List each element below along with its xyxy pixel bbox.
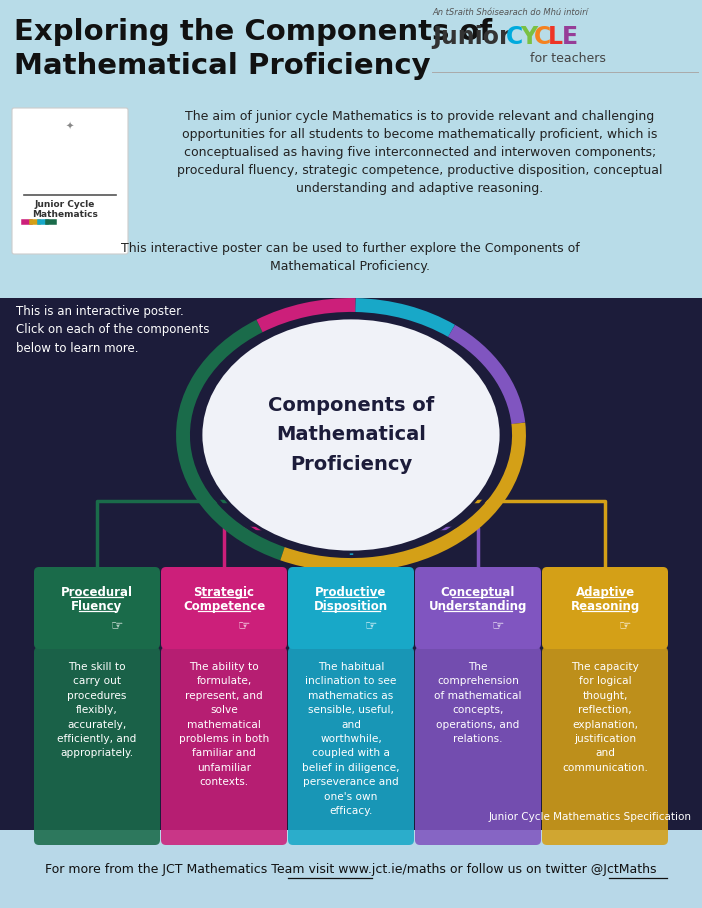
Text: Strategic: Strategic bbox=[194, 586, 255, 599]
Text: Exploring the Components of
Mathematical Proficiency: Exploring the Components of Mathematical… bbox=[14, 18, 492, 80]
Text: The capacity
for logical
thought,
reflection,
explanation,
justification
and
com: The capacity for logical thought, reflec… bbox=[562, 662, 648, 773]
FancyBboxPatch shape bbox=[161, 647, 287, 845]
Text: ☞: ☞ bbox=[238, 618, 250, 632]
Text: The
comprehension
of mathematical
concepts,
operations, and
relations.: The comprehension of mathematical concep… bbox=[435, 662, 522, 744]
Ellipse shape bbox=[201, 318, 501, 552]
FancyBboxPatch shape bbox=[542, 567, 668, 649]
Text: ☞: ☞ bbox=[111, 618, 124, 632]
Text: For more from the JCT Mathematics Team visit www.jct.ie/maths or follow us on tw: For more from the JCT Mathematics Team v… bbox=[45, 863, 657, 875]
FancyBboxPatch shape bbox=[415, 567, 541, 649]
FancyBboxPatch shape bbox=[288, 567, 414, 649]
Text: L: L bbox=[548, 25, 563, 49]
Text: Procedural: Procedural bbox=[61, 586, 133, 599]
Text: The skill to
carry out
procedures
flexibly,
accurately,
efficiently, and
appropr: The skill to carry out procedures flexib… bbox=[58, 662, 137, 758]
Text: Components of
Mathematical
Proficiency: Components of Mathematical Proficiency bbox=[268, 396, 434, 474]
Text: ☞: ☞ bbox=[491, 618, 504, 632]
Text: Junior Cycle
Mathematics: Junior Cycle Mathematics bbox=[32, 200, 98, 220]
Text: C: C bbox=[534, 25, 551, 49]
Text: The habitual
inclination to see
mathematics as
sensible, useful,
and
worthwhile,: The habitual inclination to see mathemat… bbox=[303, 662, 399, 816]
FancyBboxPatch shape bbox=[0, 830, 702, 908]
Text: An tSraith Shóisearach do Mhú intoirí: An tSraith Shóisearach do Mhú intoirí bbox=[432, 8, 588, 17]
Text: The ability to
formulate,
represent, and
solve
mathematical
problems in both
fam: The ability to formulate, represent, and… bbox=[179, 662, 269, 787]
Text: for teachers: for teachers bbox=[530, 52, 606, 65]
Text: ☞: ☞ bbox=[365, 618, 377, 632]
Text: Fluency: Fluency bbox=[72, 600, 123, 613]
Text: Junior: Junior bbox=[432, 25, 510, 49]
Text: This is an interactive poster.
Click on each of the components
below to learn mo: This is an interactive poster. Click on … bbox=[16, 305, 209, 355]
Text: Disposition: Disposition bbox=[314, 600, 388, 613]
FancyBboxPatch shape bbox=[12, 108, 128, 254]
Text: Productive: Productive bbox=[315, 586, 387, 599]
Text: Junior Cycle Mathematics Specification: Junior Cycle Mathematics Specification bbox=[489, 812, 692, 822]
Text: This interactive poster can be used to further explore the Components of
Mathema: This interactive poster can be used to f… bbox=[121, 242, 579, 273]
Text: E: E bbox=[562, 25, 578, 49]
Text: Competence: Competence bbox=[183, 600, 265, 613]
Text: ✦: ✦ bbox=[66, 122, 74, 132]
Text: Understanding: Understanding bbox=[429, 600, 527, 613]
Text: Reasoning: Reasoning bbox=[570, 600, 640, 613]
Text: C: C bbox=[506, 25, 523, 49]
Text: ☞: ☞ bbox=[618, 618, 631, 632]
Text: Adaptive: Adaptive bbox=[576, 586, 635, 599]
FancyBboxPatch shape bbox=[542, 647, 668, 845]
FancyBboxPatch shape bbox=[288, 647, 414, 845]
Text: Y: Y bbox=[520, 25, 537, 49]
FancyBboxPatch shape bbox=[0, 0, 702, 298]
Text: The aim of junior cycle Mathematics is to provide relevant and challenging
oppor: The aim of junior cycle Mathematics is t… bbox=[177, 110, 663, 195]
FancyBboxPatch shape bbox=[34, 647, 160, 845]
FancyBboxPatch shape bbox=[34, 567, 160, 649]
FancyBboxPatch shape bbox=[415, 647, 541, 845]
Text: Conceptual: Conceptual bbox=[441, 586, 515, 599]
FancyBboxPatch shape bbox=[161, 567, 287, 649]
FancyBboxPatch shape bbox=[0, 298, 702, 830]
